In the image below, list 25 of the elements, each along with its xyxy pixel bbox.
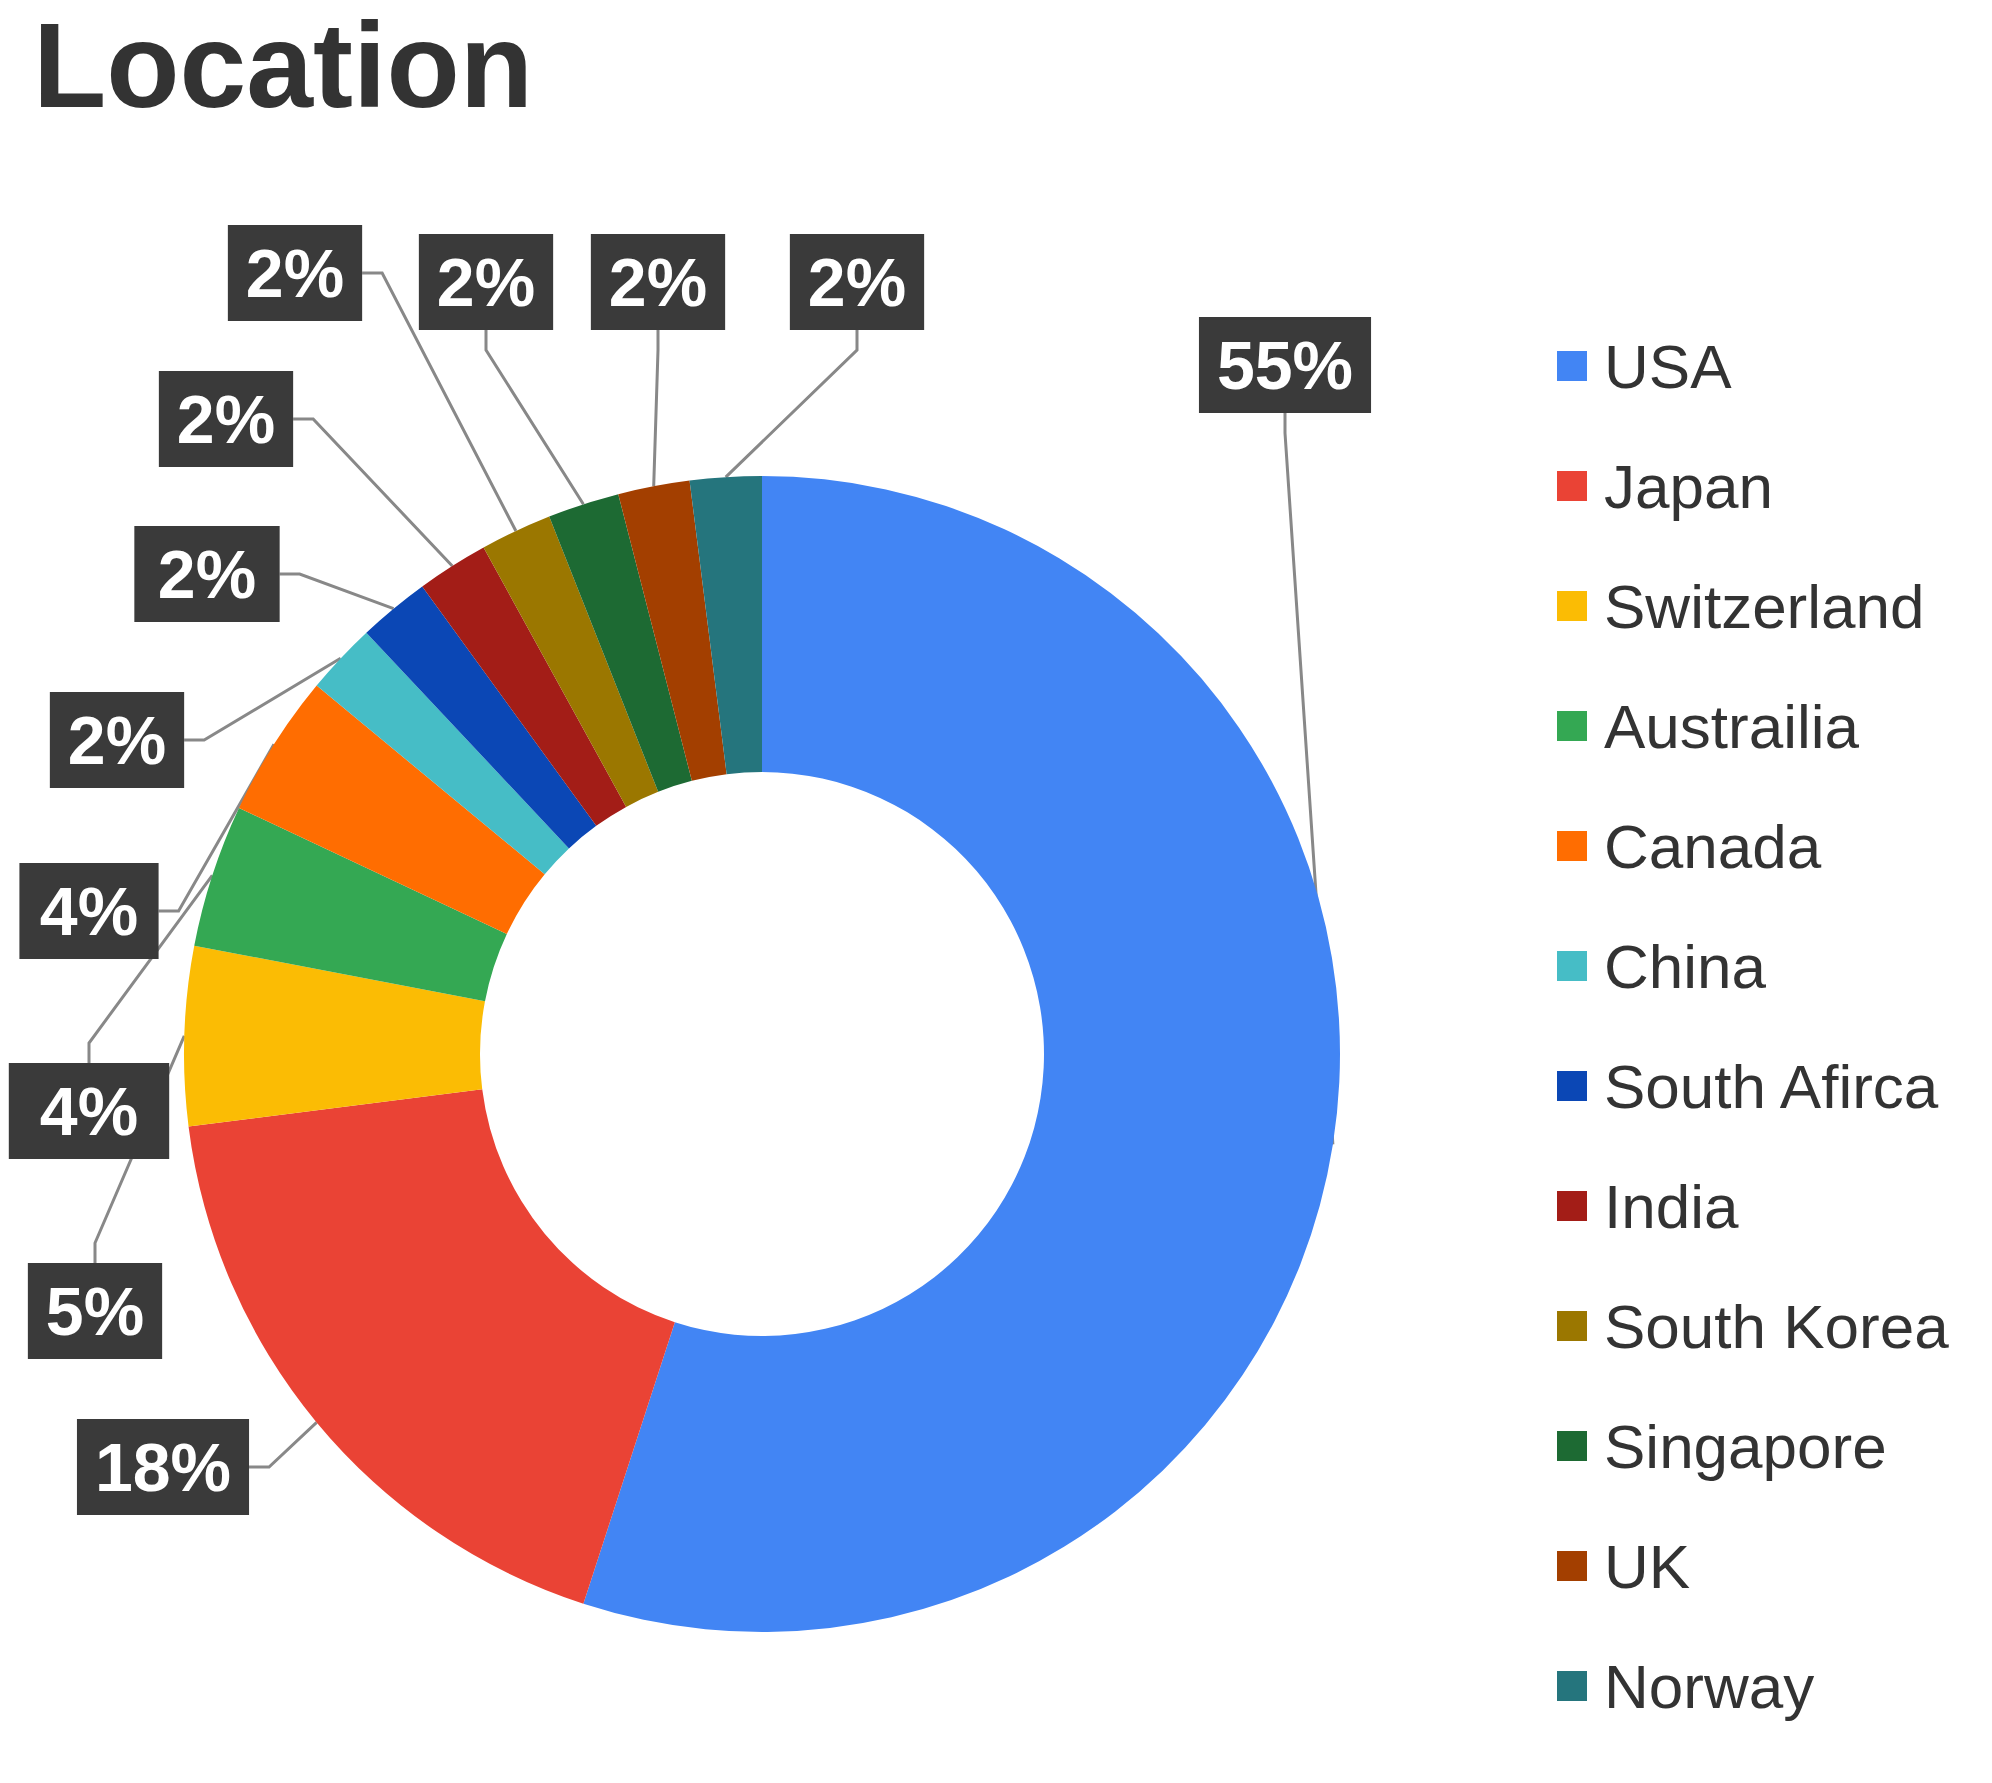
data-label: 55%: [1216, 327, 1354, 403]
data-label: 2%: [436, 244, 536, 320]
legend-label: South Afirca: [1604, 1051, 1939, 1121]
data-label: 2%: [157, 536, 257, 612]
data-label: 2%: [608, 244, 708, 320]
legend-label: Switzerland: [1604, 571, 1925, 641]
legend-label: South Korea: [1604, 1291, 1950, 1361]
legend-label: UK: [1604, 1531, 1691, 1601]
legend-label: India: [1604, 1171, 1739, 1241]
legend-label: USA: [1604, 331, 1733, 401]
legend-label: Norway: [1604, 1651, 1815, 1721]
legend-label: China: [1604, 931, 1767, 1001]
legend-label: Singapore: [1604, 1411, 1887, 1481]
data-label: 5%: [45, 1273, 145, 1349]
legend-label: Austrailia: [1604, 691, 1860, 761]
data-label: 2%: [67, 702, 167, 778]
data-label: 2%: [807, 244, 907, 320]
chart-title: Location: [33, 0, 533, 132]
legend-label: Canada: [1604, 811, 1822, 881]
data-label: 4%: [39, 1073, 139, 1149]
data-label: 2%: [176, 381, 276, 457]
data-label: 2%: [245, 235, 345, 311]
legend-label: Japan: [1604, 451, 1773, 521]
data-label: 4%: [39, 873, 139, 949]
data-label: 18%: [94, 1429, 232, 1505]
